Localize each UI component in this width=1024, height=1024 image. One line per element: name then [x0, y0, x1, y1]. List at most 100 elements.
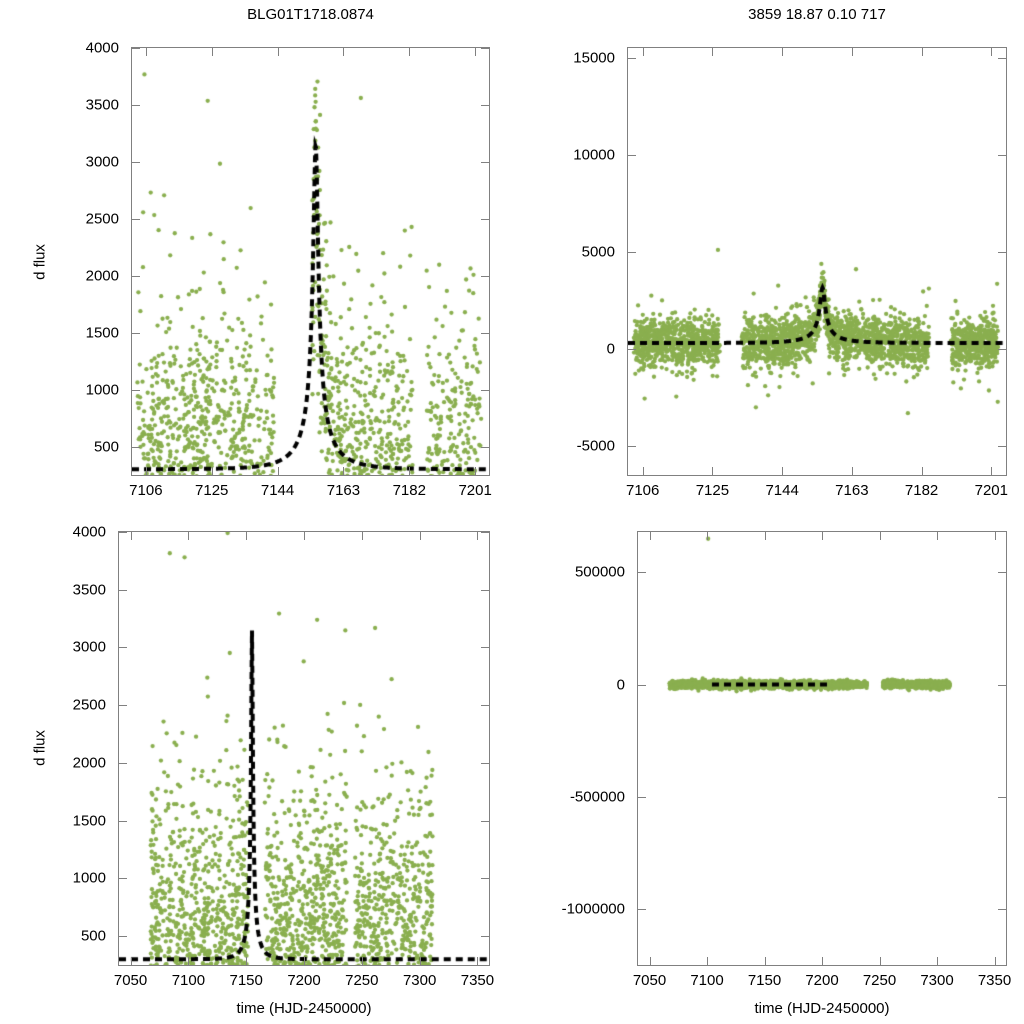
- xtick-mark-top: [782, 47, 784, 56]
- ytick-mark-right: [998, 348, 1007, 350]
- xtick-mark-top: [879, 531, 881, 540]
- ytick-mark-right: [481, 48, 490, 49]
- panel-top-left-plot-area: [132, 48, 489, 475]
- xtick-mark: [712, 467, 714, 476]
- xtick-mark-top: [477, 531, 479, 540]
- ytick-label: 15000: [573, 49, 615, 67]
- ytick-label: -500000: [569, 788, 625, 806]
- xtick-mark-top: [822, 531, 823, 540]
- ytick-mark-right: [998, 796, 1007, 798]
- ytick-mark: [637, 572, 646, 574]
- xtick-label: 7050: [113, 972, 148, 989]
- xtick-mark-top: [712, 47, 714, 56]
- xtick-mark: [994, 957, 996, 966]
- xtick-mark: [419, 957, 421, 966]
- xtick-label: 7163: [326, 482, 361, 499]
- ytick-mark-right: [481, 104, 490, 106]
- ytick-mark: [131, 48, 140, 49]
- ytick-mark-right: [481, 275, 490, 277]
- ytick-label: 500: [80, 927, 106, 945]
- ytick-label: 2500: [85, 210, 119, 228]
- xtick-mark-top: [277, 47, 279, 56]
- xtick-mark-top: [246, 531, 248, 540]
- xtick-mark: [822, 957, 823, 966]
- xtick-label: 7106: [129, 482, 163, 499]
- ytick-label: -5000: [576, 437, 615, 455]
- xtick-mark: [475, 467, 477, 476]
- xtick-mark: [145, 467, 147, 476]
- xtick-label: 7150: [747, 972, 782, 989]
- ytick-label: 1000: [85, 381, 119, 399]
- xtick-label: 7300: [402, 972, 437, 989]
- panel-bottom-right-xlabel: time (HJD-2450000): [754, 1000, 890, 1017]
- ytick-label: 3500: [85, 96, 119, 114]
- ytick-label: 1500: [72, 812, 106, 830]
- ytick-mark: [637, 684, 646, 686]
- xtick-label: 7250: [345, 972, 379, 989]
- ytick-mark: [627, 154, 636, 156]
- ytick-label: 3500: [72, 581, 106, 599]
- xtick-label: 7350: [977, 972, 1012, 989]
- xtick-mark-top: [361, 531, 363, 540]
- xtick-label: 7125: [695, 482, 730, 499]
- ytick-label: 5000: [581, 243, 615, 261]
- ytick-mark-right: [998, 57, 1007, 59]
- ytick-mark: [627, 251, 636, 253]
- xtick-mark: [649, 957, 651, 966]
- xtick-mark: [782, 467, 784, 476]
- xtick-label: 7106: [625, 482, 660, 499]
- xtick-mark: [707, 957, 708, 966]
- ytick-mark-right: [998, 445, 1007, 447]
- panel-top-right-plot-area: [628, 48, 1006, 475]
- xtick-mark-top: [304, 531, 305, 540]
- ytick-mark-right: [481, 332, 490, 334]
- panel-top-left-frame: [131, 47, 490, 476]
- xtick-mark: [409, 467, 411, 476]
- xtick-mark-top: [994, 531, 996, 540]
- xtick-mark: [277, 467, 279, 476]
- ytick-mark-right: [998, 572, 1007, 574]
- ytick-mark: [627, 445, 636, 447]
- ytick-mark-right: [481, 878, 490, 880]
- xtick-mark-top: [343, 47, 345, 56]
- xtick-mark: [937, 957, 938, 966]
- ytick-mark: [131, 332, 140, 334]
- xtick-mark: [188, 957, 190, 966]
- xtick-mark: [764, 957, 766, 966]
- xtick-mark: [211, 467, 213, 476]
- ytick-mark: [637, 908, 646, 910]
- xtick-label: 7300: [920, 972, 954, 989]
- ytick-mark-right: [481, 389, 490, 391]
- xtick-label: 7182: [392, 482, 426, 499]
- ytick-mark: [118, 532, 127, 533]
- xtick-mark: [879, 957, 881, 966]
- ytick-mark-right: [481, 705, 490, 707]
- xtick-label: 7250: [862, 972, 897, 989]
- panel-bottom-left-plot-area: [119, 532, 489, 965]
- ytick-label: 500000: [574, 563, 625, 581]
- xtick-mark: [921, 467, 923, 476]
- xtick-mark: [130, 957, 132, 966]
- xtick-mark: [304, 957, 305, 966]
- xtick-mark-top: [764, 531, 766, 540]
- xtick-mark-top: [145, 47, 147, 56]
- xtick-mark-top: [649, 531, 651, 540]
- ytick-mark: [131, 161, 140, 163]
- ytick-label: 1000: [72, 869, 106, 887]
- xtick-mark-top: [188, 531, 190, 540]
- ytick-mark-right: [481, 589, 490, 591]
- xtick-label: 7125: [195, 482, 229, 499]
- xtick-label: 7182: [904, 482, 939, 499]
- ytick-mark: [131, 389, 140, 391]
- xtick-label: 7144: [260, 482, 295, 499]
- xtick-mark: [851, 467, 853, 476]
- xtick-mark-top: [921, 47, 923, 56]
- xtick-mark-top: [707, 531, 708, 540]
- xtick-label: 7201: [974, 482, 1008, 499]
- ytick-label: 2000: [85, 267, 119, 285]
- ytick-label: 1500: [85, 324, 119, 342]
- xtick-mark: [343, 467, 345, 476]
- ytick-mark: [118, 647, 127, 649]
- ytick-label: 0: [616, 676, 625, 694]
